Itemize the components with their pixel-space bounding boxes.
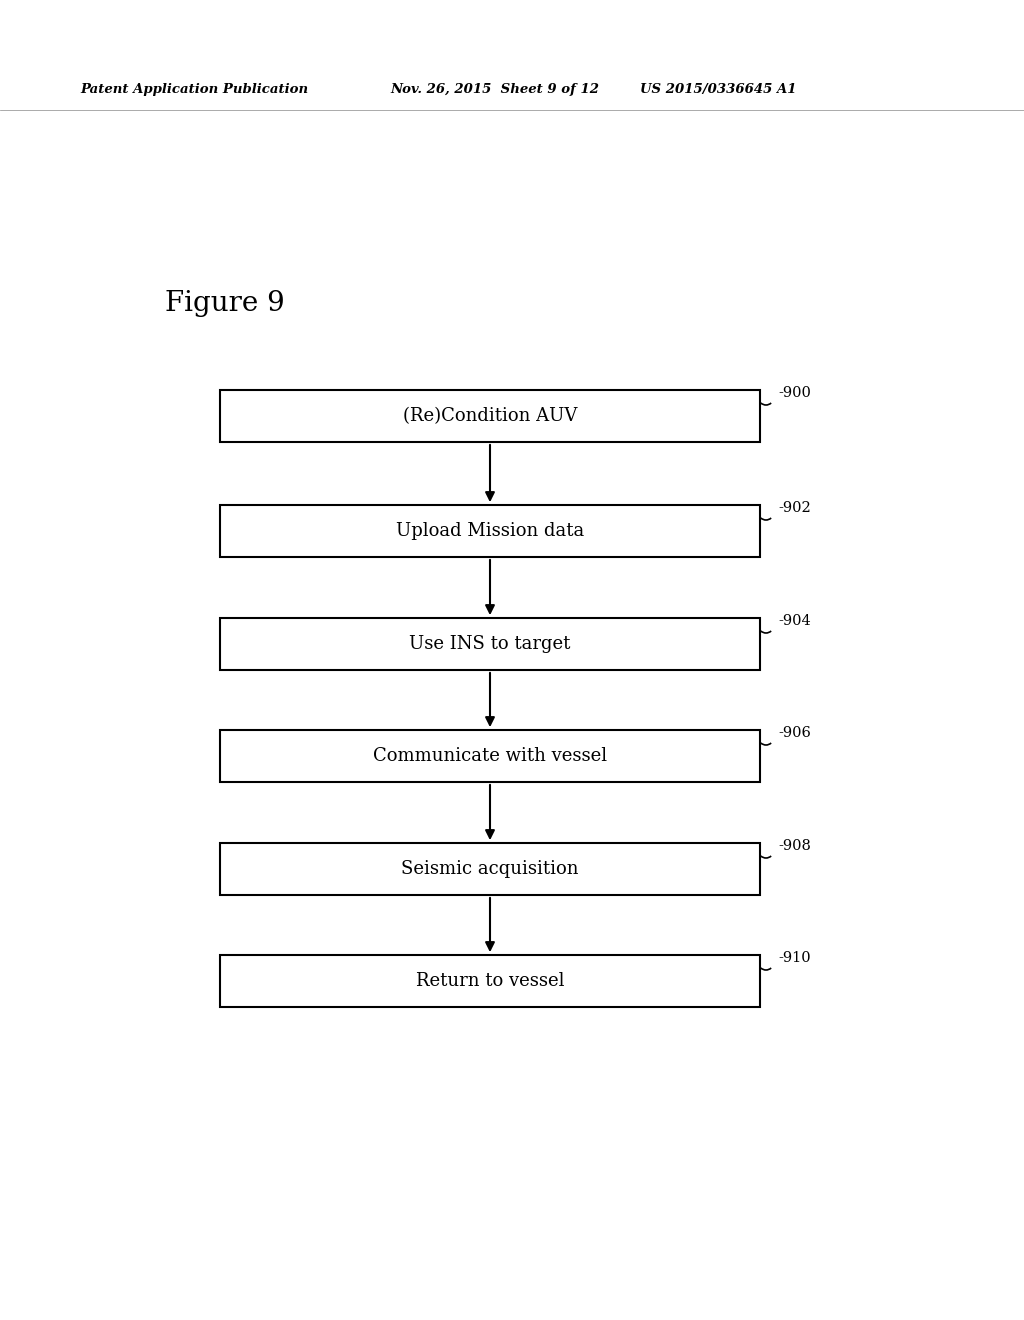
Text: US 2015/0336645 A1: US 2015/0336645 A1 (640, 83, 797, 96)
Text: Seismic acquisition: Seismic acquisition (401, 861, 579, 878)
Text: (Re)Condition AUV: (Re)Condition AUV (402, 407, 578, 425)
Bar (220, 730, 760, 781)
Text: -906: -906 (778, 726, 811, 741)
Text: Upload Mission data: Upload Mission data (396, 521, 584, 540)
Bar (220, 954, 760, 1007)
Text: -904: -904 (778, 614, 811, 628)
Text: Patent Application Publication: Patent Application Publication (80, 83, 308, 96)
Text: Return to vessel: Return to vessel (416, 972, 564, 990)
Bar (220, 506, 760, 557)
Text: Nov. 26, 2015  Sheet 9 of 12: Nov. 26, 2015 Sheet 9 of 12 (390, 83, 599, 96)
Text: -910: -910 (778, 950, 811, 965)
Bar (220, 389, 760, 442)
Bar (220, 843, 760, 895)
Text: -902: -902 (778, 502, 811, 515)
Text: Figure 9: Figure 9 (165, 290, 285, 317)
Text: Communicate with vessel: Communicate with vessel (373, 747, 607, 766)
Text: -900: -900 (778, 385, 811, 400)
Text: Use INS to target: Use INS to target (410, 635, 570, 653)
Bar (220, 618, 760, 671)
Text: -908: -908 (778, 840, 811, 853)
